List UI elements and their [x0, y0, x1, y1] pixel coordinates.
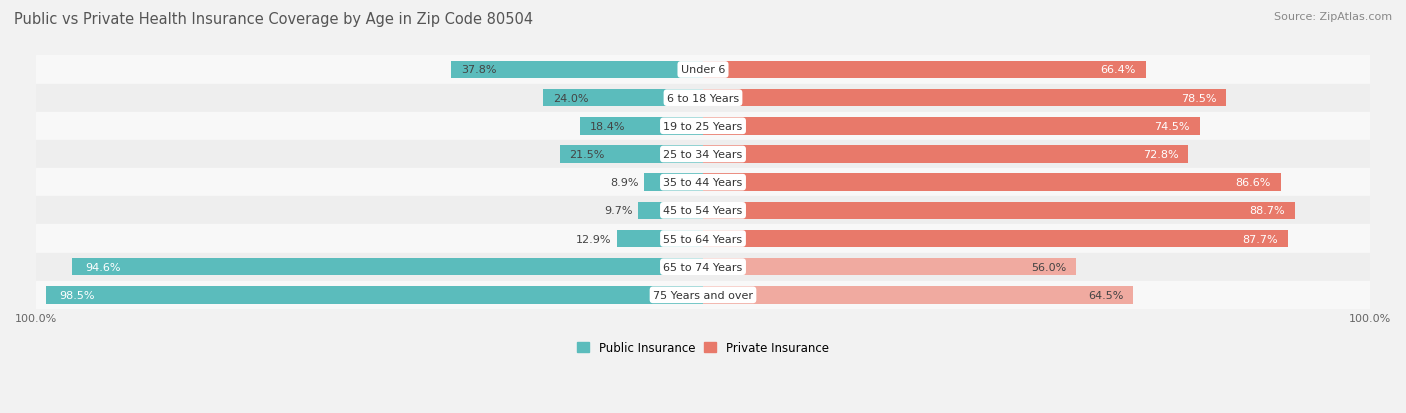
Text: 64.5%: 64.5% — [1088, 290, 1123, 300]
Bar — [703, 118, 1199, 135]
Bar — [703, 62, 1146, 79]
Text: 21.5%: 21.5% — [569, 150, 605, 159]
Bar — [703, 287, 1133, 304]
Bar — [703, 146, 1188, 163]
Bar — [560, 146, 703, 163]
Text: 75 Years and over: 75 Years and over — [652, 290, 754, 300]
Text: Under 6: Under 6 — [681, 65, 725, 75]
Text: 24.0%: 24.0% — [553, 93, 589, 103]
Bar — [37, 56, 1369, 84]
Text: 8.9%: 8.9% — [610, 178, 638, 188]
Bar — [703, 230, 1288, 248]
Bar — [37, 225, 1369, 253]
Bar — [581, 118, 703, 135]
Text: 6 to 18 Years: 6 to 18 Years — [666, 93, 740, 103]
Text: 78.5%: 78.5% — [1181, 93, 1216, 103]
Text: 18.4%: 18.4% — [591, 121, 626, 131]
Text: 37.8%: 37.8% — [461, 65, 496, 75]
Text: 65 to 74 Years: 65 to 74 Years — [664, 262, 742, 272]
Bar — [37, 281, 1369, 309]
Bar — [451, 62, 703, 79]
Bar — [37, 84, 1369, 112]
Bar — [37, 197, 1369, 225]
Text: 74.5%: 74.5% — [1154, 121, 1189, 131]
Bar — [72, 258, 703, 276]
Text: 94.6%: 94.6% — [86, 262, 121, 272]
Text: 55 to 64 Years: 55 to 64 Years — [664, 234, 742, 244]
Text: 19 to 25 Years: 19 to 25 Years — [664, 121, 742, 131]
Bar — [617, 230, 703, 248]
Bar — [703, 90, 1226, 107]
Bar — [638, 202, 703, 220]
Bar — [703, 202, 1295, 220]
Bar — [543, 90, 703, 107]
Bar — [46, 287, 703, 304]
Legend: Public Insurance, Private Insurance: Public Insurance, Private Insurance — [572, 337, 834, 359]
Bar — [644, 174, 703, 192]
Text: 86.6%: 86.6% — [1234, 178, 1271, 188]
Bar — [37, 253, 1369, 281]
Bar — [703, 174, 1281, 192]
Text: Public vs Private Health Insurance Coverage by Age in Zip Code 80504: Public vs Private Health Insurance Cover… — [14, 12, 533, 27]
Bar — [703, 258, 1077, 276]
Text: 9.7%: 9.7% — [605, 206, 633, 216]
Bar — [37, 112, 1369, 140]
Text: 45 to 54 Years: 45 to 54 Years — [664, 206, 742, 216]
Text: 12.9%: 12.9% — [576, 234, 612, 244]
Bar — [37, 169, 1369, 197]
Bar — [37, 140, 1369, 169]
Text: 88.7%: 88.7% — [1249, 206, 1285, 216]
Text: 87.7%: 87.7% — [1243, 234, 1278, 244]
Text: 98.5%: 98.5% — [59, 290, 96, 300]
Text: 56.0%: 56.0% — [1031, 262, 1066, 272]
Text: 35 to 44 Years: 35 to 44 Years — [664, 178, 742, 188]
Text: 66.4%: 66.4% — [1101, 65, 1136, 75]
Text: Source: ZipAtlas.com: Source: ZipAtlas.com — [1274, 12, 1392, 22]
Text: 25 to 34 Years: 25 to 34 Years — [664, 150, 742, 159]
Text: 72.8%: 72.8% — [1143, 150, 1178, 159]
